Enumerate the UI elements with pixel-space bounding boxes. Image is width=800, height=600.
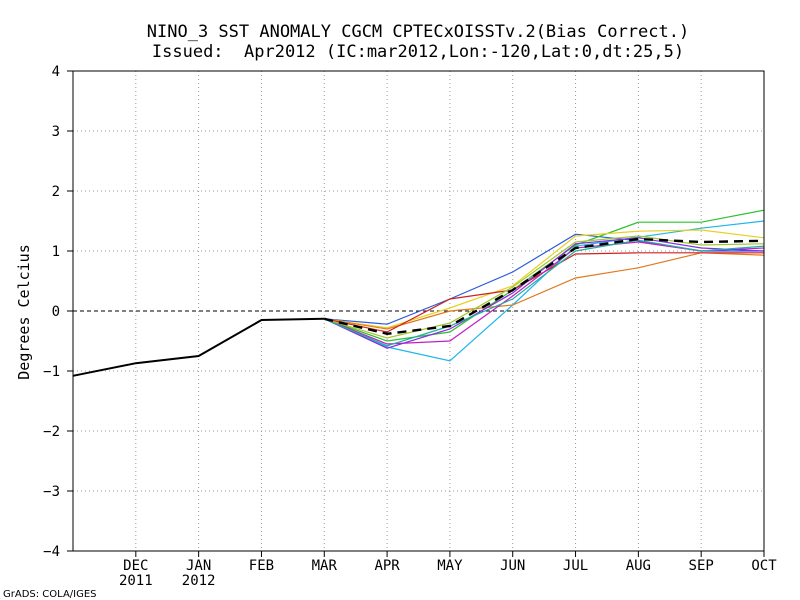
x-tick-month-label: JUN: [500, 558, 525, 574]
x-tick-month-label: FEB: [249, 558, 274, 574]
y-axis-label: Degrees Celcius: [15, 244, 33, 379]
x-tick-year-label: 2012: [182, 573, 216, 589]
y-tick-label: 2: [52, 184, 60, 200]
x-tick-month-label: MAR: [312, 558, 338, 574]
y-tick-label: 3: [52, 124, 60, 140]
ensemble-member-line: [324, 235, 765, 339]
y-tick-label: −3: [43, 484, 60, 500]
y-tick-label: 1: [52, 244, 60, 260]
x-tick-month-label: SEP: [689, 558, 714, 574]
ensemble-mean-line: [324, 237, 765, 336]
y-tick-label: −2: [43, 424, 60, 440]
y-tick-label: 4: [52, 64, 60, 80]
x-tick-month-label: AUG: [626, 558, 651, 574]
grads-credit: GrADS: COLA/IGES: [3, 589, 97, 600]
x-tick-month-label: APR: [374, 558, 400, 574]
x-tick-month-label: JUL: [563, 558, 588, 574]
observed-anomaly-line: [72, 317, 325, 377]
y-tick-label: 0: [52, 304, 60, 320]
x-tick-month-label: MAY: [437, 558, 463, 574]
x-tick-month-label: DEC: [123, 558, 148, 574]
ensemble-member-line: [324, 239, 765, 347]
series-lines: [72, 209, 765, 377]
y-tick-label: −4: [43, 544, 60, 560]
ensemble-member-line: [324, 237, 765, 349]
x-tick-month-label: OCT: [751, 558, 777, 574]
x-tick-month-label: JAN: [186, 558, 211, 574]
chart-title: NINO_3 SST ANOMALY CGCM CPTECxOISSTv.2(B…: [147, 22, 689, 42]
y-tick-label: −1: [43, 364, 60, 380]
chart-subtitle: Issued: Apr2012 (IC:mar2012,Lon:-120,Lat…: [152, 42, 684, 62]
y-axis-ticks: −4 −3 −2 −1 0 1 2 3 4: [43, 64, 73, 560]
ensemble-member-line: [324, 229, 765, 329]
x-tick-year-label: 2011: [119, 573, 153, 589]
ensemble-member-line: [324, 209, 765, 342]
